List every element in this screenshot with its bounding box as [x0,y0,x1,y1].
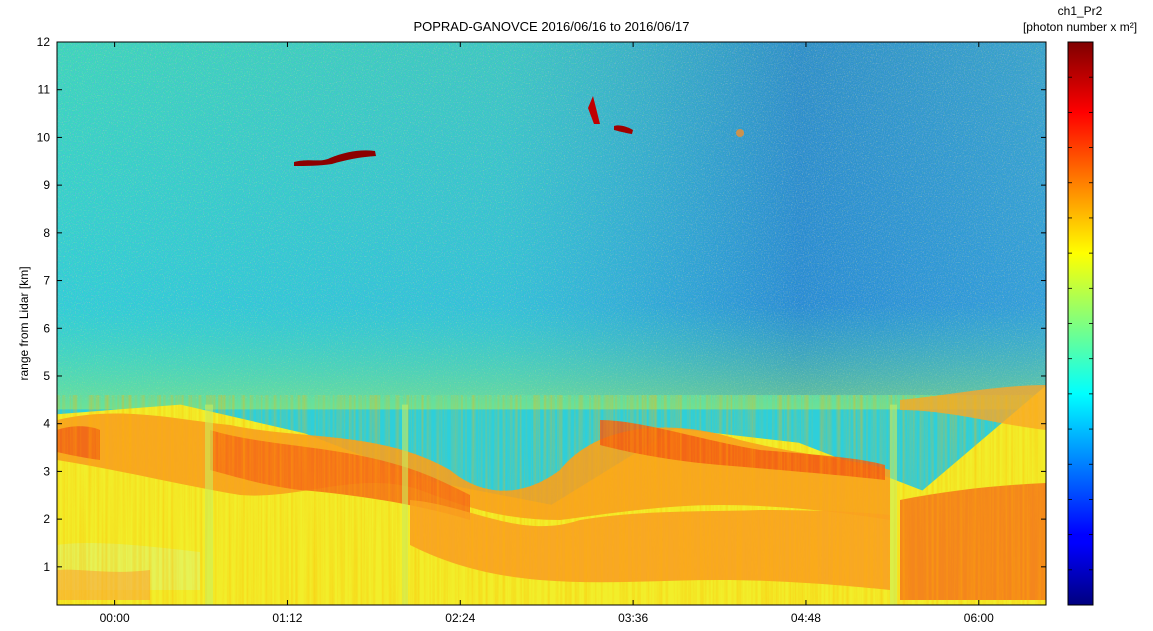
x-tick-label: 06:00 [964,611,994,625]
colorbar [1067,41,1094,606]
x-tick-label: 04:48 [791,611,821,625]
y-axis-label: range from Lidar [km] [17,266,31,380]
vertical-streak [205,404,213,605]
heatmap-streaks [57,395,1046,605]
y-tick-label: 9 [43,178,50,192]
cirrus-cloud-2 [588,96,600,124]
x-tick-label: 03:36 [618,611,648,625]
x-tick-label: 02:24 [445,611,475,625]
colorbar-units: [photon number x m²] [1023,20,1137,34]
heatmap-transition [57,304,1046,410]
x-tick-label: 00:00 [100,611,130,625]
cirrus-cloud-3 [614,125,633,134]
vertical-streak [890,404,897,605]
cirrus-cloud-1 [294,150,376,166]
y-tick-label: 4 [43,417,50,431]
y-tick-label: 11 [38,83,51,97]
y-tick-label: 8 [43,226,50,240]
x-tick-label: 01:12 [272,611,302,625]
plot-frame [56,41,1047,606]
y-tick-label: 1 [43,560,50,574]
y-tick-label: 2 [43,512,50,526]
y-tick-label: 7 [43,274,50,288]
colorbar-gradient [1067,41,1094,606]
y-tick-label: 3 [43,464,50,478]
plot-area [57,42,1046,605]
y-tick-label: 12 [37,35,51,49]
colorbar-title: ch1_Pr2 [1058,4,1103,18]
chart-title: POPRAD-GANOVCE 2016/06/16 to 2016/06/17 [413,19,689,34]
y-tick-label: 5 [43,369,50,383]
y-tick-label: 10 [37,130,51,144]
y-tick-label: 6 [43,321,50,335]
vertical-streak [402,404,408,605]
cirrus-cloud-4 [736,129,744,137]
